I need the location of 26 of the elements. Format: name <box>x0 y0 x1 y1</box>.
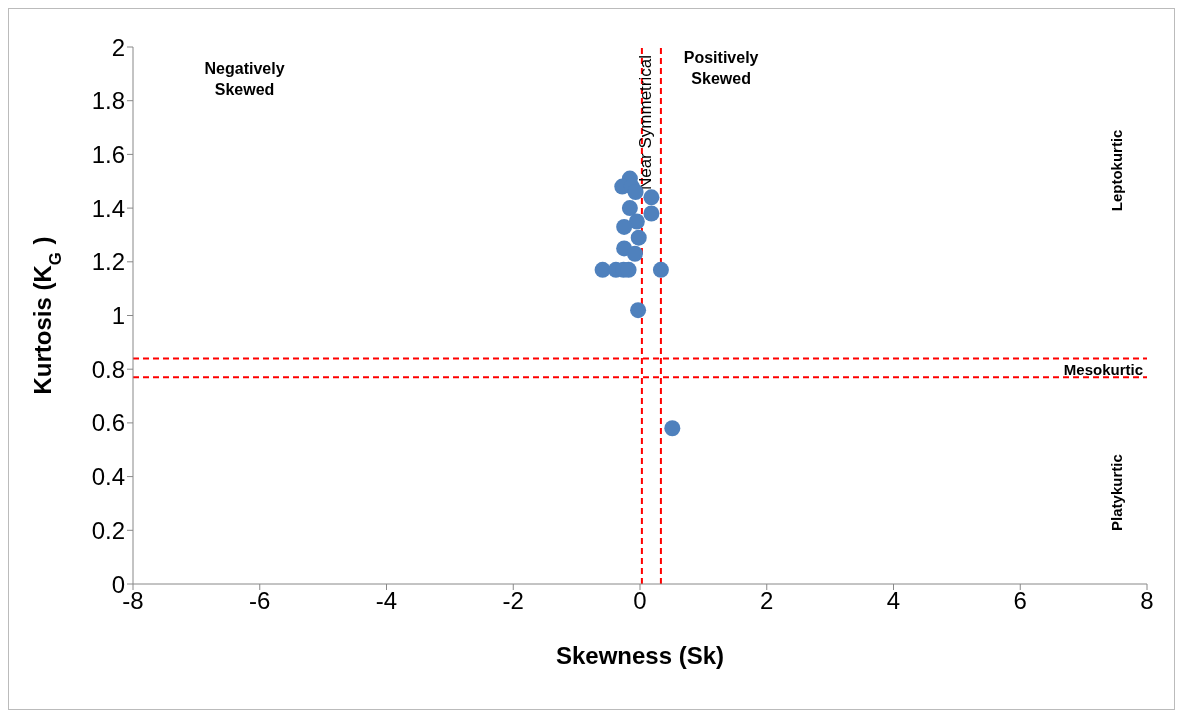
y-tick-label: 0.4 <box>91 463 125 491</box>
ref-line-label: Near Symmetrical <box>635 55 655 191</box>
annotation: Leptokurtic <box>1107 129 1125 212</box>
y-tick-label: 1 <box>111 302 125 330</box>
x-axis-title: Skewness (Sk) <box>555 642 725 669</box>
x-tick-label: -2 <box>502 587 524 615</box>
y-tick-label: 2 <box>111 33 125 61</box>
annotation: Platykurtic <box>1107 454 1125 531</box>
ref-line-label: Mesokurtic <box>1063 361 1143 379</box>
y-tick-label: 1.2 <box>91 248 125 276</box>
y-tick-label: 1.6 <box>91 140 125 168</box>
x-tick-label: 0 <box>633 587 647 615</box>
x-tick-label: 2 <box>760 587 774 615</box>
y-tick-label: 0.6 <box>91 409 125 437</box>
y-tick-label: 1.8 <box>91 87 125 115</box>
annotation: Positively Skewed <box>683 49 759 87</box>
y-tick-label: 0 <box>111 570 125 598</box>
y-tick-label: 0.8 <box>91 355 125 383</box>
annotation: Negatively Skewed <box>204 59 285 98</box>
x-tick-label: -6 <box>249 587 271 615</box>
x-tick-label: 8 <box>1140 587 1154 615</box>
y-tick-label: 1.4 <box>91 194 125 222</box>
y-tick-label: 0.2 <box>91 516 125 544</box>
x-tick-label: -4 <box>375 587 398 615</box>
x-tick-label: 6 <box>1013 587 1027 615</box>
x-tick-label: 4 <box>886 587 901 615</box>
